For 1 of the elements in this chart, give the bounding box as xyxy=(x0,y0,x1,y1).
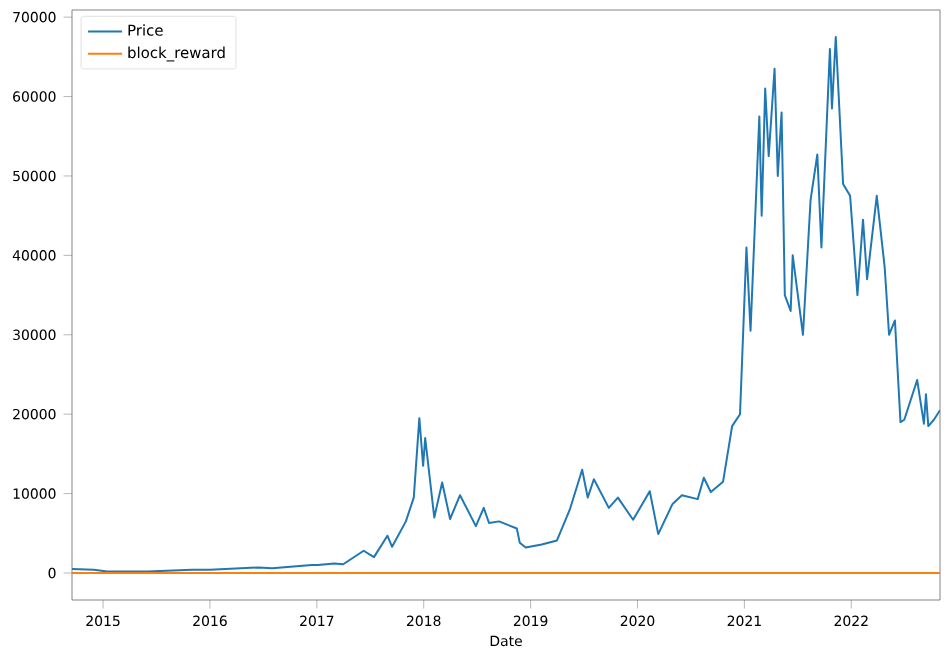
line-series xyxy=(72,35,941,573)
